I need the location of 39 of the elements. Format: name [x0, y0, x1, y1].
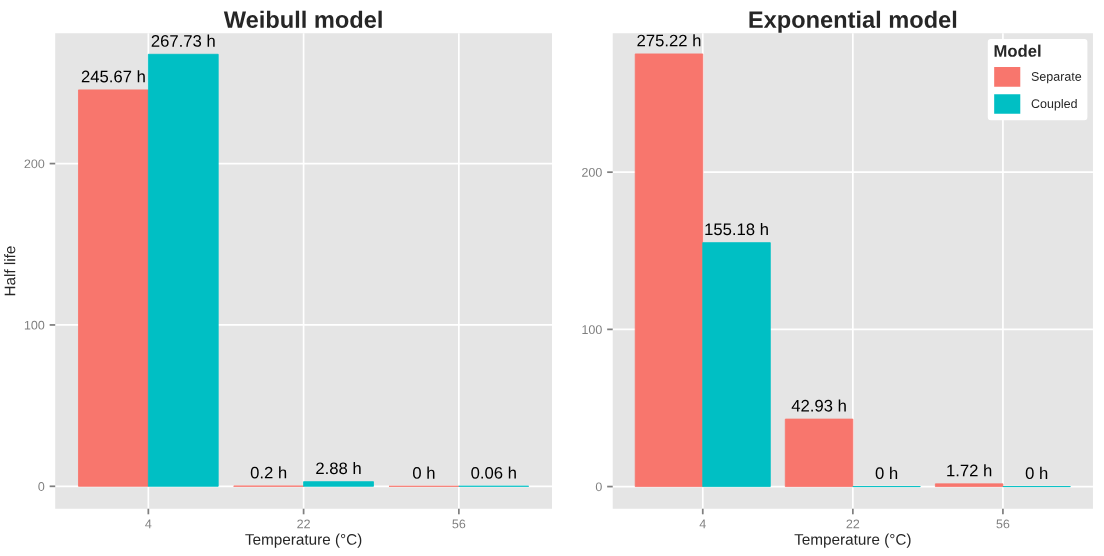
- chart-title: Exponential model: [749, 10, 957, 33]
- y-tick-label: 200: [24, 159, 45, 169]
- data-label: 245.67 h: [81, 70, 145, 83]
- x-tick-label: 56: [452, 519, 466, 529]
- data-label: 0.2 h: [250, 466, 287, 479]
- data-label: 42.93 h: [791, 399, 846, 412]
- x-axis-title: Temperature (°C): [794, 533, 911, 548]
- y-tick-label: 100: [582, 325, 602, 335]
- legend-label: Coupled: [1031, 98, 1077, 111]
- y-axis-title: Half life: [4, 246, 16, 296]
- bar: [702, 242, 771, 487]
- data-label: 155.18 h: [705, 222, 768, 236]
- chart-title: Weibull model: [223, 10, 382, 29]
- data-label: 0 h: [875, 466, 898, 480]
- x-tick-label: 22: [297, 519, 310, 529]
- y-tick-label: 0: [38, 482, 45, 491]
- bar: [784, 418, 854, 487]
- data-label: 0 h: [1025, 466, 1048, 480]
- data-label: 275.22 h: [637, 34, 701, 47]
- data-label: 0.06 h: [471, 466, 516, 479]
- y-tick-label: 200: [582, 167, 602, 177]
- y-tick-label: 100: [24, 320, 45, 330]
- data-label: 2.88 h: [316, 461, 361, 475]
- legend-title: Model: [994, 44, 1041, 57]
- bar: [78, 89, 149, 487]
- data-label: 1.72 h: [947, 464, 992, 477]
- bar: [303, 481, 374, 487]
- x-tick-label: 4: [145, 519, 152, 529]
- x-tick-label: 4: [699, 519, 706, 529]
- bar: [934, 483, 1004, 487]
- legend-label: Separate: [1031, 72, 1082, 84]
- x-axis-title: Temperature (°C): [245, 533, 362, 548]
- bar: [634, 53, 704, 487]
- data-label: 0 h: [412, 466, 435, 479]
- x-tick-label: 22: [846, 519, 860, 529]
- data-label: 267.73 h: [151, 34, 215, 47]
- bar: [147, 53, 219, 487]
- y-tick-label: 0: [595, 482, 602, 492]
- x-tick-label: 56: [996, 519, 1010, 529]
